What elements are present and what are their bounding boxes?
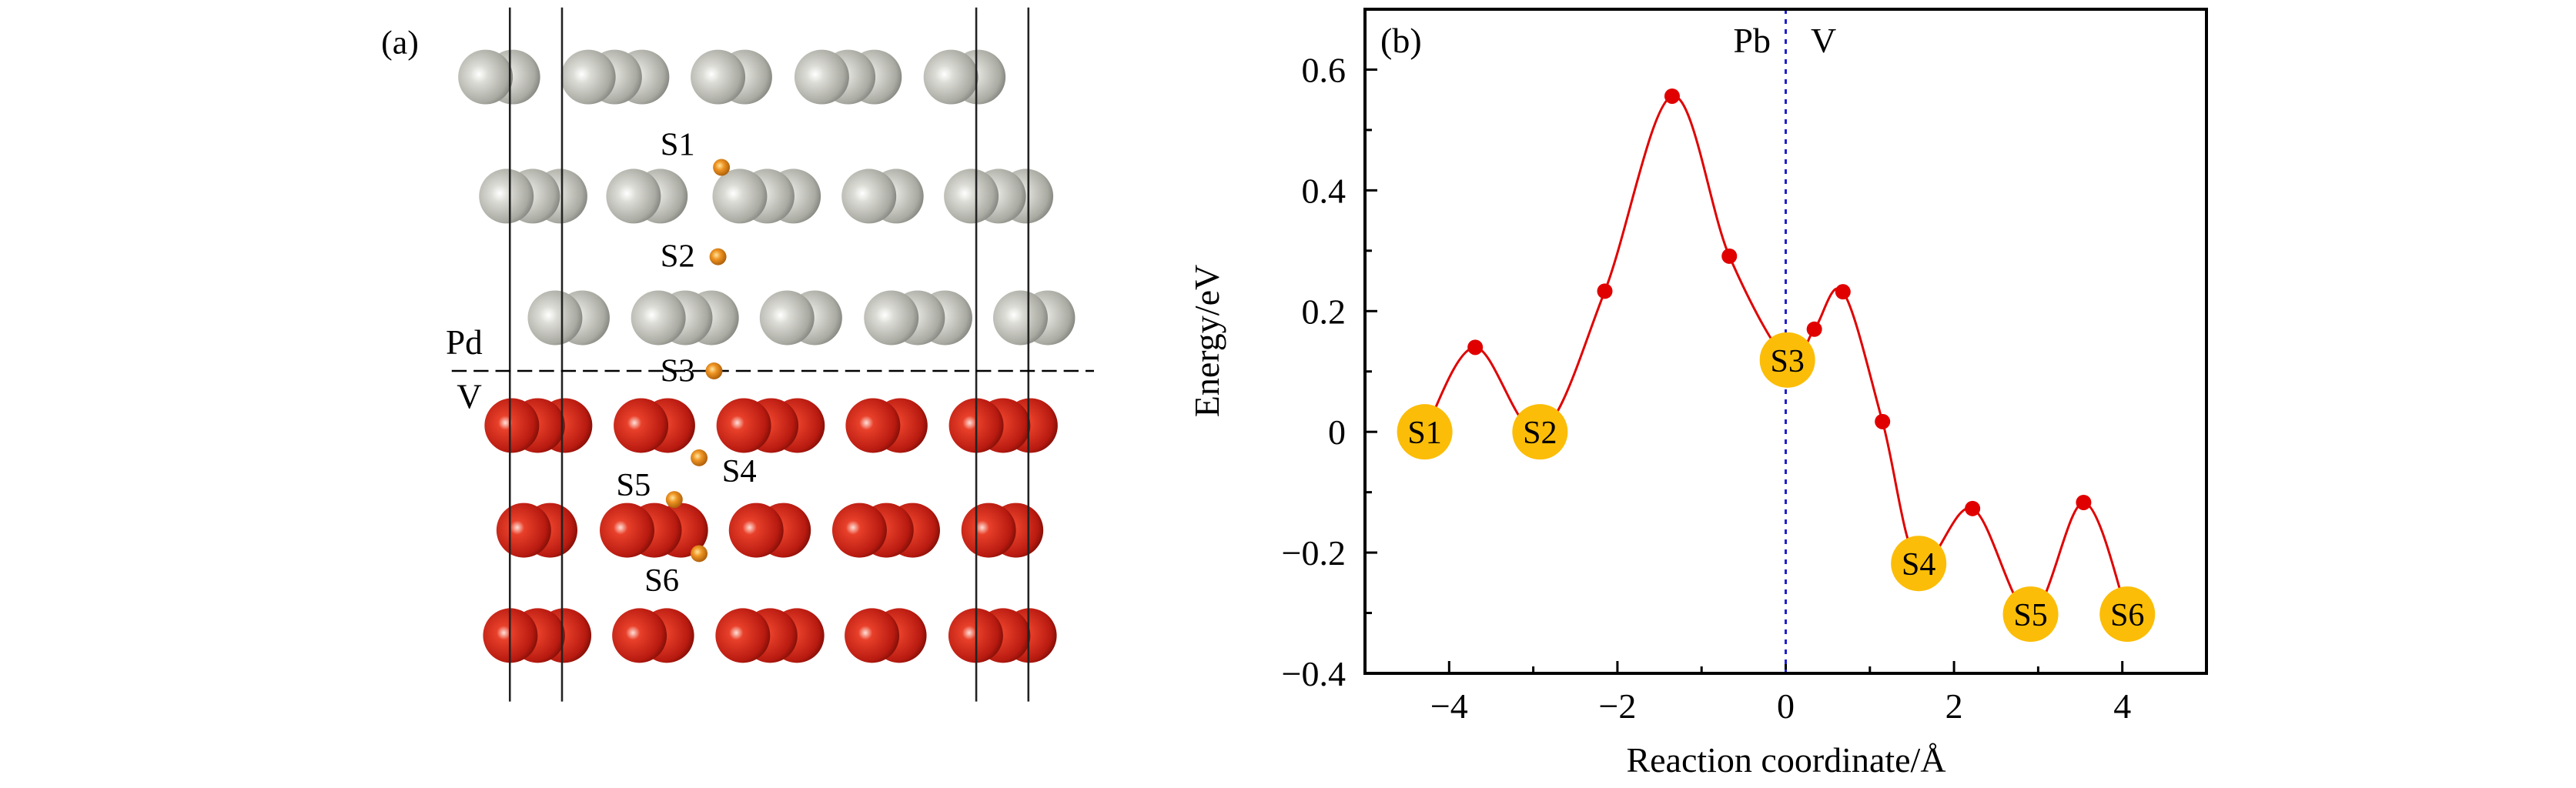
atomic-structure-panel: (a) Pd V S1 S2 S3 S4 S5 S6 — [381, 7, 1094, 702]
lower-layer-atom — [716, 398, 771, 453]
divider-right-label: V — [1811, 21, 1836, 60]
x-axis-label: Reaction coordinate/Å — [1626, 740, 1945, 780]
diffusing-atom — [665, 491, 683, 509]
data-point — [1467, 339, 1484, 356]
y-tick-label: 0 — [1328, 412, 1346, 452]
diffusing-atom — [713, 159, 731, 176]
upper-layer-atom — [527, 290, 583, 346]
y-axis-label: Energy/eV — [1187, 265, 1226, 417]
upper-layer-atom — [759, 290, 815, 346]
atom-layers — [458, 49, 1076, 663]
data-point — [1875, 413, 1891, 429]
cell-boundaries — [508, 7, 1030, 702]
site-marker — [1891, 536, 1947, 592]
tick-labels: −4 −2 0 2 4 −0.4 −0.2 0 0.2 0.4 0.6 — [1282, 50, 2132, 726]
divider-left-label: Pb — [1733, 21, 1771, 60]
x-tick-label: −4 — [1430, 686, 1468, 726]
diffusing-atoms — [665, 159, 731, 563]
data-point — [1835, 284, 1851, 300]
data-point — [2076, 494, 2092, 510]
x-tick-label: 2 — [1945, 686, 1963, 726]
upper-layer-atom — [864, 290, 919, 346]
site-marker — [1397, 404, 1453, 460]
upper-layer-atom — [560, 49, 616, 105]
panel-a-label: (a) — [381, 25, 419, 62]
site-marker — [1512, 404, 1568, 460]
x-tick-label: 4 — [2113, 686, 2131, 726]
upper-layer-atom — [944, 169, 999, 224]
upper-layer-atom — [631, 290, 686, 346]
data-point — [1664, 88, 1680, 104]
lower-layer-atom — [600, 503, 654, 558]
y-tick-label: 0.6 — [1302, 50, 1347, 89]
lower-layer-atom — [845, 608, 900, 663]
upper-layer-atom — [923, 49, 979, 105]
upper-layer-atom — [606, 169, 661, 224]
y-tick-label: 0.4 — [1302, 171, 1347, 210]
upper-layer-atom — [479, 169, 534, 224]
site-marker-label: S2 — [1523, 416, 1557, 451]
diffusing-atom — [691, 449, 708, 466]
y-tick-label: −0.2 — [1282, 533, 1346, 573]
lower-layer-atom — [614, 398, 669, 453]
site-label: S6 — [644, 563, 679, 599]
interface-label-upper: Pd — [446, 323, 483, 362]
site-label: S2 — [661, 239, 695, 275]
diffusing-atom — [709, 248, 727, 265]
lower-layer-atom — [728, 503, 784, 558]
upper-layer-atom — [458, 49, 514, 105]
lower-layer-atom — [845, 398, 901, 453]
lower-layer-atom — [831, 503, 887, 558]
panel-b-label: (b) — [1380, 21, 1422, 60]
site-marker-label: S6 — [2110, 598, 2144, 633]
interface-label-lower: V — [457, 377, 482, 416]
site-marker-label: S1 — [1407, 416, 1441, 451]
site-label: S4 — [722, 453, 757, 489]
site-label: S3 — [661, 353, 695, 389]
site-marker-label: S4 — [1902, 547, 1935, 583]
site-marker — [2099, 586, 2156, 643]
plot-frame — [1363, 8, 2208, 675]
upper-layer-atom — [841, 169, 897, 224]
data-point — [1806, 321, 1822, 337]
site-marker-label: S5 — [2013, 598, 2047, 633]
lower-layer-atom — [715, 608, 771, 663]
data-point — [1721, 248, 1738, 264]
x-tick-label: 0 — [1777, 686, 1795, 726]
site-marker — [2002, 586, 2059, 643]
y-tick-label: −0.4 — [1282, 654, 1346, 693]
site-marker — [1759, 332, 1815, 388]
x-tick-label: −2 — [1598, 686, 1636, 726]
y-tick-label: 0.2 — [1302, 292, 1347, 331]
upper-layer-atom — [993, 290, 1048, 346]
diffusing-atom — [691, 545, 708, 563]
upper-layer-atom — [691, 49, 746, 105]
data-point — [1597, 283, 1613, 299]
lower-layer-atom — [484, 398, 540, 453]
lower-layer-atom — [612, 608, 667, 663]
data-point — [1965, 500, 1981, 516]
upper-layer-atom — [712, 169, 768, 224]
lower-layer-atom — [961, 503, 1016, 558]
site-label: S1 — [661, 126, 695, 162]
site-label: S5 — [616, 467, 651, 503]
site-marker-label: S3 — [1771, 344, 1805, 379]
data-points: S1 S2 S3 S4 S5 S6 — [1397, 88, 2156, 643]
diffusing-atom — [705, 362, 723, 379]
upper-layer-atom — [794, 49, 849, 105]
